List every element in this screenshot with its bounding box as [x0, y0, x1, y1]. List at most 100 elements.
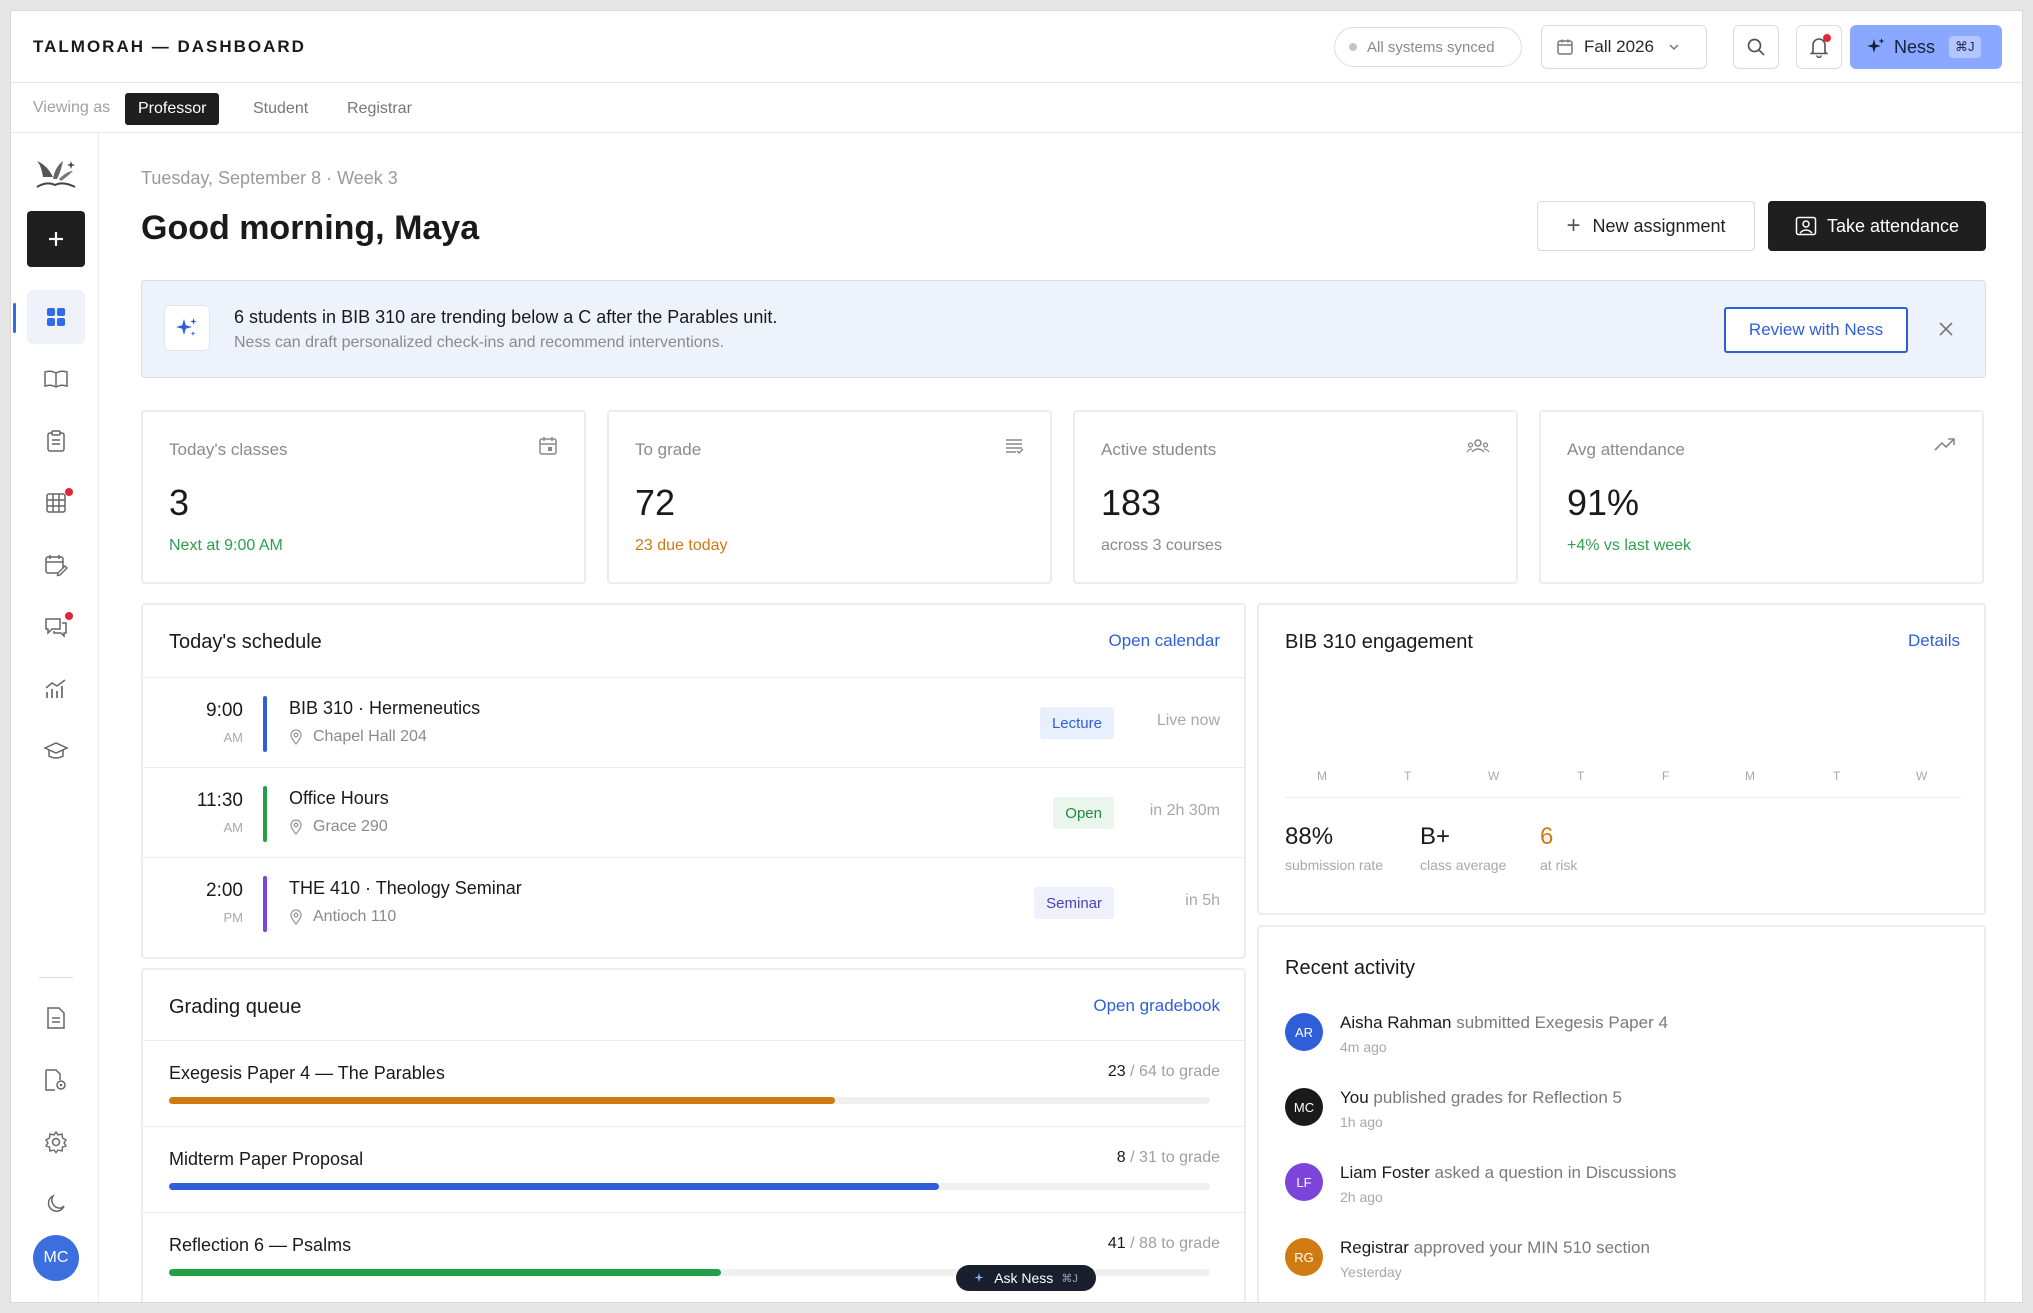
plus-icon: + [1566, 212, 1581, 239]
grading-item-name: Reflection 6 — Psalms [169, 1235, 352, 1255]
activity-item[interactable]: RG Registrar approved your MIN 510 secti… [1285, 1238, 1965, 1298]
engagement-card: BIB 310 engagement Details M T W T F M T… [1257, 603, 1986, 915]
location-pin-icon [290, 909, 302, 925]
search-button[interactable] [1733, 25, 1779, 69]
gradebook-notification-dot [65, 488, 73, 496]
location-pin-icon [290, 819, 302, 835]
search-icon [1747, 38, 1765, 56]
sidebar-item-courses[interactable] [27, 352, 85, 406]
attendance-icon [45, 555, 68, 577]
grading-progress-fill [169, 1183, 940, 1190]
stat-value: 91% [1567, 482, 1640, 523]
activity-item[interactable]: MC You published grades for Reflection 5… [1285, 1088, 1965, 1148]
take-attendance-button[interactable]: Take attendance [1768, 201, 1986, 251]
sidebar-item-attendance[interactable] [27, 538, 85, 592]
sidebar-item-dashboard[interactable] [27, 290, 85, 344]
courses-icon [44, 370, 68, 388]
sidebar-item-dark-mode[interactable] [27, 1177, 85, 1231]
stat-card-active-students: Active students 183 across 3 courses [1073, 410, 1518, 584]
day-label: M [1745, 769, 1755, 783]
new-assignment-button[interactable]: + New assignment [1537, 201, 1755, 251]
list-icon [1004, 436, 1024, 461]
activity-actor: You [1340, 1088, 1369, 1107]
activity-text: Aisha Rahman submitted Exegesis Paper 4 [1340, 1013, 1668, 1033]
role-bar: Viewing as Professor Student Registrar [11, 83, 2022, 133]
open-calendar-link[interactable]: Open calendar [1108, 631, 1220, 650]
schedule-ampm: PM [223, 910, 244, 925]
schedule-location-text: Antioch 110 [313, 908, 397, 925]
activity-actor: Registrar [1340, 1238, 1409, 1257]
schedule-time: 11:30 [196, 790, 243, 811]
grading-item[interactable]: Exegesis Paper 4 — The Parables 23 / 64 … [143, 1040, 1244, 1126]
trend-up-icon [1934, 436, 1956, 457]
role-tab-student[interactable]: Student [253, 100, 309, 117]
schedule-color-bar [263, 876, 267, 932]
sidebar-item-documents[interactable] [27, 991, 85, 1045]
details-link[interactable]: Details [1908, 631, 1960, 650]
grading-item-count: 23 / 64 to grade [1108, 1063, 1220, 1081]
calendar-icon [538, 436, 558, 461]
schedule-item[interactable]: 2:00 PM THE 410 · Theology Seminar Antio… [143, 857, 1244, 947]
sidebar-item-programs[interactable] [27, 724, 85, 778]
ness-shortcut: ⌘J [1949, 36, 1981, 58]
stat-card-classes: Today's classes 3 Next at 9:00 AM [141, 410, 586, 584]
grading-item[interactable]: Midterm Paper Proposal 8 / 31 to grade [143, 1126, 1244, 1212]
activity-item[interactable]: LF Liam Foster asked a question in Discu… [1285, 1163, 1965, 1223]
calendar-icon [1557, 39, 1573, 55]
notification-dot [1823, 34, 1831, 42]
schedule-title: Today's schedule [169, 631, 322, 653]
bell-icon [1809, 38, 1829, 58]
metric-value: 88% [1285, 823, 1334, 850]
schedule-item[interactable]: 9:00 AM BIB 310 · Hermeneutics Chapel Ha… [143, 677, 1244, 767]
ness-assistant-button[interactable]: Ness ⌘J [1850, 25, 2002, 69]
create-button[interactable] [27, 211, 85, 267]
role-tab-registrar[interactable]: Registrar [347, 100, 412, 117]
close-icon[interactable] [1932, 315, 1960, 343]
review-with-ness-button[interactable]: Review with Ness [1724, 307, 1908, 353]
schedule-ampm: AM [223, 730, 244, 745]
file-settings-icon [45, 1069, 66, 1091]
stat-value: 72 [635, 482, 676, 523]
grading-progress-track [169, 1183, 1210, 1190]
dark-mode-icon [47, 1194, 65, 1212]
grading-progress-track [169, 1097, 1210, 1104]
greeting-title: Good morning, Maya [141, 209, 480, 247]
activity-text: Liam Foster asked a question in Discussi… [1340, 1163, 1676, 1183]
grading-queue-card: Grading queue Open gradebook Exegesis Pa… [141, 968, 1246, 1302]
grading-done: 8 [1116, 1149, 1126, 1166]
take-attendance-label: Take attendance [1826, 215, 1960, 236]
sidebar-item-file-settings[interactable] [27, 1053, 85, 1107]
grading-done: 23 [1107, 1063, 1126, 1080]
day-label: W [1488, 769, 1500, 783]
logo-icon [33, 155, 79, 200]
user-avatar[interactable]: MC [33, 1235, 79, 1281]
sidebar-item-analytics[interactable] [27, 662, 85, 716]
schedule-color-bar [263, 696, 267, 752]
schedule-tag: Open [1053, 797, 1114, 829]
sidebar-item-discussions[interactable] [27, 600, 85, 654]
day-label: F [1662, 769, 1670, 783]
day-label: T [1577, 769, 1585, 783]
role-tab-professor[interactable]: Professor [125, 93, 220, 125]
plus-icon [49, 232, 63, 246]
activity-item[interactable]: AR Aisha Rahman submitted Exegesis Paper… [1285, 1013, 1965, 1073]
stat-label: Active students [1101, 440, 1217, 459]
schedule-course: Office Hours [289, 788, 389, 808]
grading-item[interactable]: Reflection 6 — Psalms 41 / 88 to grade [143, 1212, 1244, 1298]
sidebar-item-assignments[interactable] [27, 414, 85, 468]
grading-item-count: 41 / 88 to grade [1108, 1235, 1220, 1253]
metric-label: class average [1420, 857, 1507, 873]
schedule-item[interactable]: 11:30 AM Office Hours Grace 290 Open in … [143, 767, 1244, 857]
term-select[interactable]: Fall 2026 [1541, 25, 1707, 69]
open-gradebook-link[interactable]: Open gradebook [1093, 996, 1220, 1015]
stat-label: Today's classes [169, 440, 288, 459]
notifications-button[interactable] [1796, 25, 1842, 69]
ask-ness-button[interactable]: Ask Ness ⌘J [956, 1265, 1096, 1291]
ness-label: Ness [1894, 36, 1936, 57]
viewing-as-label: Viewing as [33, 99, 111, 116]
sidebar-item-gradebook[interactable] [27, 476, 85, 530]
sidebar-item-settings[interactable] [27, 1115, 85, 1169]
ask-ness-label: Ask Ness [994, 1270, 1054, 1286]
sparkle-icon [974, 1273, 984, 1282]
day-label: T [1404, 769, 1412, 783]
